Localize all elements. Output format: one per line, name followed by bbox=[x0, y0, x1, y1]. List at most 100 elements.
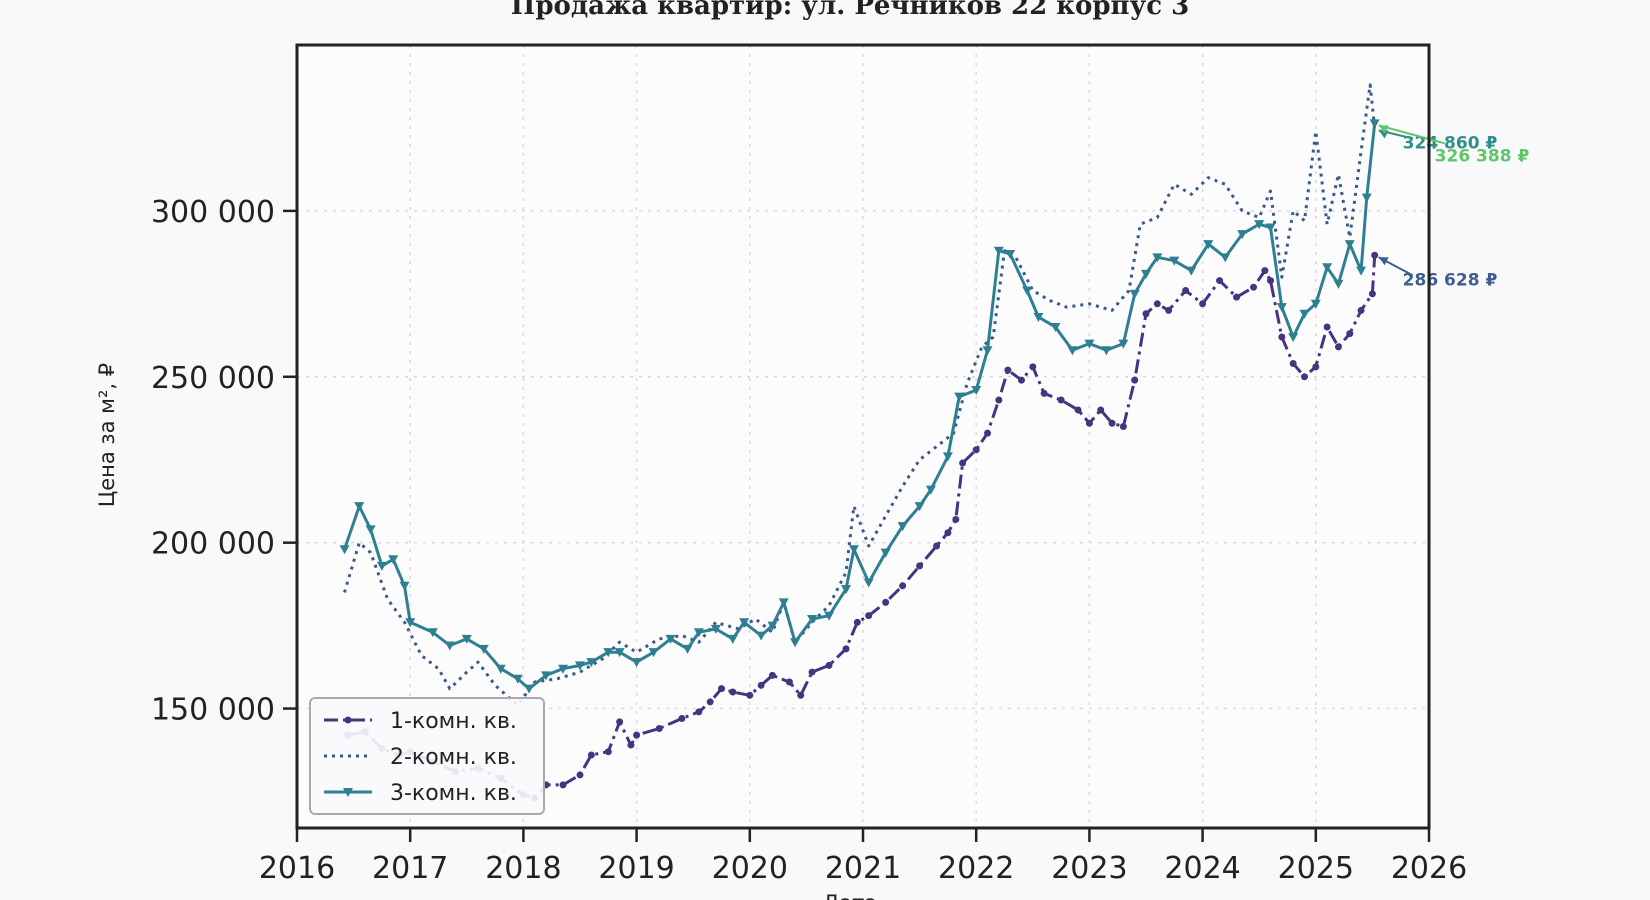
data-point bbox=[882, 598, 890, 606]
data-point bbox=[444, 641, 455, 651]
legend-label: 3-комн. кв. bbox=[390, 781, 517, 806]
data-point bbox=[682, 644, 693, 654]
annotation-arrowhead bbox=[1378, 125, 1389, 134]
data-point bbox=[897, 522, 908, 532]
x-tick-label: 2026 bbox=[1391, 851, 1467, 886]
data-point bbox=[1005, 250, 1016, 260]
data-point bbox=[1131, 376, 1139, 384]
data-point bbox=[768, 671, 776, 679]
data-point bbox=[399, 581, 410, 591]
x-axis-label: Дата bbox=[823, 891, 877, 900]
data-point bbox=[756, 631, 767, 641]
data-point bbox=[1371, 251, 1379, 259]
x-tick-label: 2021 bbox=[825, 851, 901, 886]
data-point bbox=[739, 618, 750, 628]
data-point bbox=[1346, 330, 1354, 338]
data-point bbox=[993, 246, 1004, 256]
annotations: 324 860 ₽326 388 ₽286 628 ₽ bbox=[1378, 124, 1529, 290]
data-point bbox=[633, 731, 641, 739]
data-point bbox=[1276, 303, 1287, 313]
data-point bbox=[1118, 339, 1129, 349]
x-tick-label: 2016 bbox=[259, 851, 335, 886]
data-point bbox=[729, 688, 737, 696]
data-point bbox=[1165, 306, 1173, 314]
data-point bbox=[603, 648, 614, 658]
data-point bbox=[1356, 266, 1367, 276]
data-point bbox=[984, 429, 992, 437]
plot-frame bbox=[295, 43, 1431, 830]
series-line bbox=[347, 255, 1377, 800]
data-point bbox=[842, 645, 850, 653]
data-point bbox=[952, 515, 960, 523]
data-point bbox=[1050, 323, 1061, 333]
data-point bbox=[1129, 289, 1140, 299]
data-point bbox=[1004, 366, 1012, 374]
data-point bbox=[559, 781, 567, 789]
data-point bbox=[627, 741, 635, 749]
y-tick-label: 300 000 bbox=[151, 195, 275, 230]
data-point bbox=[575, 661, 585, 671]
annotation-label: 286 628 ₽ bbox=[1403, 270, 1498, 290]
data-point bbox=[1169, 256, 1180, 266]
data-point bbox=[1334, 343, 1342, 351]
data-point bbox=[1357, 306, 1365, 314]
data-point bbox=[1312, 363, 1320, 371]
data-point bbox=[478, 644, 489, 654]
data-point bbox=[678, 715, 686, 723]
data-point bbox=[1101, 346, 1112, 356]
data-point bbox=[807, 614, 818, 624]
data-point bbox=[790, 638, 801, 648]
data-point bbox=[655, 724, 663, 732]
data-point bbox=[841, 585, 852, 595]
chart-title: Продажа квартир: ул. Речников 22 корпус … bbox=[511, 0, 1189, 21]
data-point bbox=[925, 485, 936, 495]
legend-item: 1-комн. кв. bbox=[324, 709, 517, 734]
data-point bbox=[354, 502, 365, 512]
data-point bbox=[1033, 313, 1044, 323]
data-point bbox=[1141, 269, 1151, 279]
legend-label: 2-комн. кв. bbox=[390, 745, 517, 770]
data-point bbox=[461, 634, 472, 644]
series-line bbox=[343, 123, 1377, 691]
data-point bbox=[1074, 406, 1082, 414]
data-point bbox=[1254, 220, 1265, 230]
data-point bbox=[727, 634, 738, 644]
legend: 1-комн. кв. 2-комн. кв. 3-комн. кв. bbox=[309, 697, 545, 815]
data-point bbox=[942, 452, 953, 462]
data-point bbox=[1182, 287, 1190, 295]
data-point bbox=[1203, 240, 1214, 250]
data-point bbox=[899, 582, 907, 590]
x-tick-label: 2022 bbox=[938, 851, 1014, 886]
data-point bbox=[587, 751, 595, 759]
data-point bbox=[767, 621, 778, 631]
data-point bbox=[995, 396, 1003, 404]
data-point bbox=[1333, 279, 1344, 289]
data-point bbox=[541, 671, 552, 681]
x-tick-label: 2019 bbox=[598, 851, 674, 886]
data-point bbox=[1369, 119, 1380, 129]
data-point bbox=[1022, 286, 1033, 296]
x-tick-label: 2018 bbox=[485, 851, 561, 886]
annotation-arrowhead bbox=[1378, 130, 1389, 139]
data-point bbox=[706, 698, 714, 706]
data-point bbox=[344, 716, 352, 724]
data-point bbox=[1119, 423, 1127, 431]
data-point bbox=[808, 668, 816, 676]
data-point bbox=[1368, 290, 1376, 298]
x-tick-label: 2023 bbox=[1051, 851, 1127, 886]
data-point bbox=[1216, 277, 1224, 285]
data-point bbox=[1265, 223, 1276, 233]
data-point bbox=[1085, 419, 1093, 427]
legend-label: 1-комн. кв. bbox=[390, 709, 517, 734]
data-point bbox=[1199, 300, 1207, 308]
data-point bbox=[785, 678, 793, 686]
data-point bbox=[863, 578, 874, 588]
data-point bbox=[853, 618, 861, 626]
data-point bbox=[1237, 230, 1248, 240]
data-point bbox=[1142, 310, 1150, 318]
data-point bbox=[933, 542, 941, 550]
data-point bbox=[524, 684, 535, 694]
data-point bbox=[576, 771, 584, 779]
data-point bbox=[1040, 389, 1048, 397]
